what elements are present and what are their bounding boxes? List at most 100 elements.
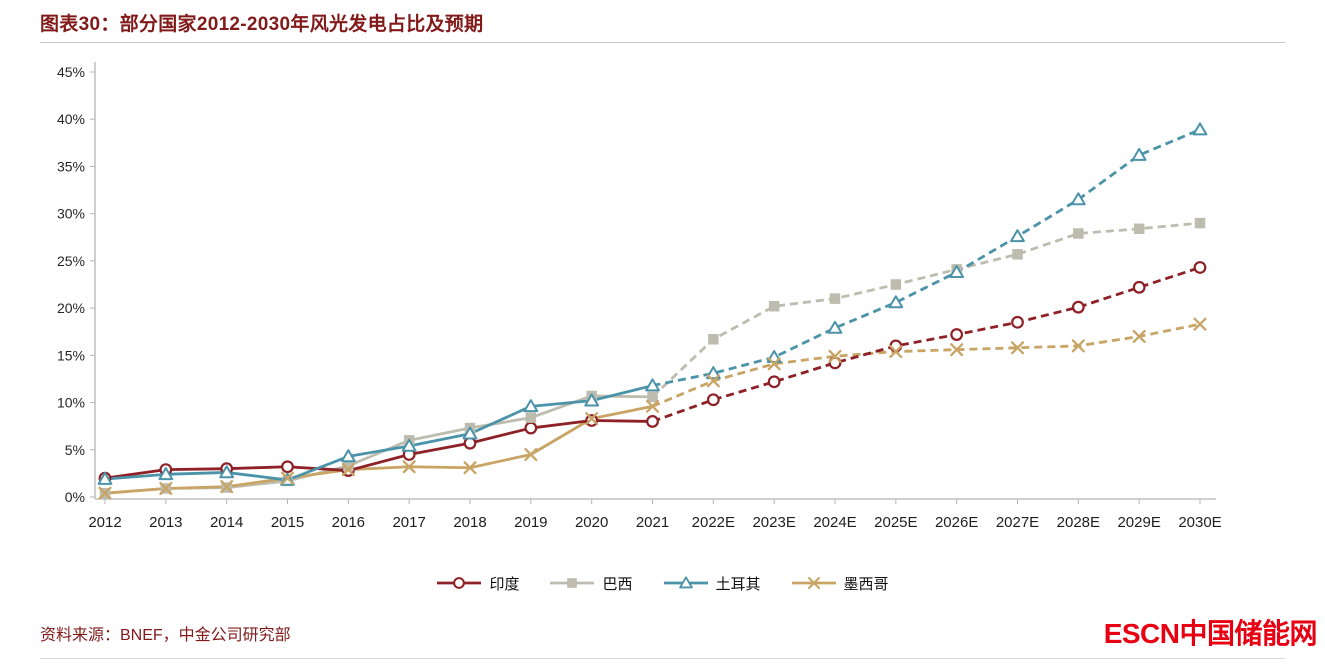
x-axis-tick-label: 2024E [813,514,856,531]
bottom-divider [40,658,1285,659]
chart-legend: 印度 巴西 土耳其 墨西哥 [0,572,1325,594]
marker-triangle [949,265,965,279]
marker-triangle [1070,192,1086,206]
marker-circle [767,375,781,389]
marker-x [341,463,355,477]
series-turkey-line-forecast [652,128,1201,387]
legend-swatch-turkey-icon [663,576,708,589]
x-axis-tick-label: 2023E [752,514,795,531]
x-axis-tick-label: 2030E [1178,514,1221,531]
x-axis-tick-label: 2015 [271,514,304,531]
y-axis-tick-label: 35% [57,158,85,174]
legend-label: 巴西 [602,575,633,593]
source-note: 资料来源：BNEF，中金公司研究部 [40,627,291,644]
x-axis-tick-label: 2027E [996,514,1039,531]
series-mexico-line-historical [104,404,653,495]
marker-triangle [584,393,600,407]
marker-x [585,412,599,426]
marker-circle [1193,261,1207,274]
x-axis-tick-label: 2029E [1117,514,1160,531]
marker-x [828,349,842,363]
legend-item-india: 印度 [436,573,519,594]
x-axis-tick-label: 2021 [636,514,669,531]
marker-square [1012,249,1023,260]
y-axis-tick-label: 15% [57,347,85,363]
marker-square [567,578,578,588]
y-axis-tick-label: 30% [57,206,85,222]
marker-square [768,300,780,312]
marker-circle [889,339,903,353]
series-turkey-line-historical [104,384,653,482]
marker-circle [1132,280,1146,294]
series-mexico-line-forecast [651,322,1201,408]
x-axis-tick-label: 2013 [149,514,182,531]
marker-triangle [523,399,539,413]
marker-triangle [97,471,113,485]
y-axis-tick-label: 0% [65,489,85,505]
marker-triangle [158,467,174,481]
x-axis-tick-label: 2019 [514,514,547,531]
marker-circle [646,415,659,428]
marker-circle [706,393,720,407]
x-axis-tick-label: 2012 [88,514,121,531]
series-brazil-line-forecast [651,221,1201,398]
x-axis-tick-label: 2016 [332,514,365,531]
marker-triangle [678,576,693,589]
marker-triangle [827,320,843,334]
x-axis-tick-label: 2022E [692,514,735,531]
marker-x [767,357,781,371]
legend-swatch-mexico-icon [791,576,836,590]
marker-x [524,447,538,462]
marker-circle [281,460,294,474]
legend-item-turkey: 土耳其 [663,573,761,594]
marker-x [159,481,173,496]
marker-square [525,412,537,423]
legend-label: 墨西哥 [843,575,889,593]
marker-triangle [401,438,417,452]
marker-x [889,345,903,359]
marker-square [647,391,658,403]
marker-triangle [340,449,356,463]
series-brazil-line-historical [104,394,653,495]
marker-triangle [219,465,235,479]
legend-swatch-brazil-icon [550,578,595,588]
marker-x [706,374,720,388]
y-axis-tick-label: 40% [57,111,85,127]
y-axis-tick-label: 45% [57,64,85,80]
marker-square [829,293,841,304]
marker-x [1071,339,1085,353]
series-india-line-forecast [652,266,1201,423]
x-axis-tick-label: 2025E [874,514,917,531]
marker-square [1073,228,1084,239]
x-axis-tick-label: 2020 [575,514,608,531]
marker-square [343,460,354,472]
x-axis-tick-label: 2028E [1057,514,1100,531]
legend-item-brazil: 巴西 [549,573,633,594]
marker-x [402,460,416,474]
marker-triangle [1131,147,1147,161]
marker-x [950,343,964,357]
marker-triangle [888,295,904,309]
marker-square [890,279,902,290]
marker-square [708,334,719,345]
title-divider [40,42,1285,43]
marker-x [1132,329,1146,343]
marker-triangle [1010,229,1025,243]
series-india-line-historical [104,419,653,480]
marker-x [98,486,112,500]
y-axis-tick-label: 25% [57,253,85,269]
marker-circle [1011,315,1024,329]
marker-triangle [645,378,660,392]
marker-x [645,399,660,413]
marker-square [1194,217,1206,229]
marker-x [463,461,477,475]
marker-triangle [705,366,721,380]
marker-triangle [462,426,478,440]
marker-x [1193,317,1207,331]
marker-x [1010,341,1025,355]
marker-circle [585,414,599,427]
marker-circle [950,328,964,341]
marker-x [807,576,820,590]
